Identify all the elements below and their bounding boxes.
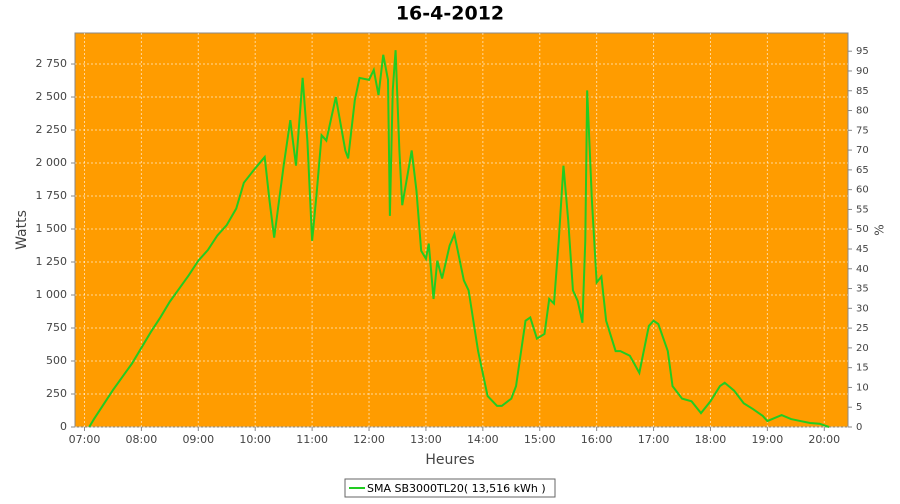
x-axis-label: Heures [425,452,474,468]
x-tick-label: 19:00 [752,433,784,446]
y-tick-label: 1 750 [36,189,68,202]
y-tick-label: 1 250 [36,255,68,268]
y-tick-label: 2 500 [36,90,68,103]
y2-tick-label: 65 [856,165,869,176]
x-tick-label: 08:00 [126,433,158,446]
y2-tick-label: 50 [856,224,869,235]
y2-tick-label: 70 [856,145,869,156]
y2-tick-label: 35 [856,284,869,295]
x-tick-label: 11:00 [296,433,328,446]
y2-tick-label: 45 [856,244,869,255]
x-tick-label: 16:00 [581,433,613,446]
y2-tick-label: 60 [856,185,869,196]
legend-box [344,478,556,498]
y2-tick-label: 80 [856,106,869,117]
y-tick-label: 0 [60,420,67,433]
y2-tick-label: 25 [856,323,869,334]
y2-tick-label: 20 [856,343,869,354]
y2-tick-label: 15 [856,363,869,374]
y2-tick-label: 5 [856,402,862,413]
y2-tick-label: 75 [856,125,869,136]
y-tick-label: 2 000 [36,156,68,169]
y-tick-label: 250 [46,387,67,400]
y2-axis-label: % [873,224,887,235]
x-tick-label: 15:00 [524,433,556,446]
x-tick-label: 07:00 [69,433,101,446]
plot-area [74,32,849,428]
y2-tick-label: 55 [856,204,869,215]
y-tick-label: 1 000 [36,288,68,301]
x-tick-label: 18:00 [695,433,727,446]
x-tick-label: 12:00 [353,433,385,446]
x-tick-label: 13:00 [410,433,442,446]
legend-label: SMA SB3000TL20( 13,516 kWh ) [367,482,546,495]
chart-title: 16-4-2012 [396,3,504,25]
x-tick-label: 17:00 [638,433,670,446]
y2-tick-label: 90 [856,66,869,77]
y-tick-label: 750 [46,321,67,334]
y2-tick-label: 95 [856,46,869,57]
x-tick-label: 10:00 [239,433,271,446]
x-tick-label: 09:00 [182,433,214,446]
y2-tick-label: 10 [856,382,869,393]
y-tick-label: 1 500 [36,222,68,235]
legend: SMA SB3000TL20( 13,516 kWh ) [344,478,556,498]
series-line [88,50,830,428]
y-axis-label: Watts [14,210,30,250]
y2-tick-label: 0 [856,422,862,433]
x-tick-label: 14:00 [467,433,499,446]
y2-tick-label: 40 [856,264,869,275]
y-tick-label: 2 750 [36,57,68,70]
x-tick-label: 20:00 [808,433,840,446]
y-tick-label: 2 250 [36,123,68,136]
y-tick-label: 500 [46,354,67,367]
y2-tick-label: 85 [856,86,869,97]
y2-tick-label: 30 [856,303,869,314]
